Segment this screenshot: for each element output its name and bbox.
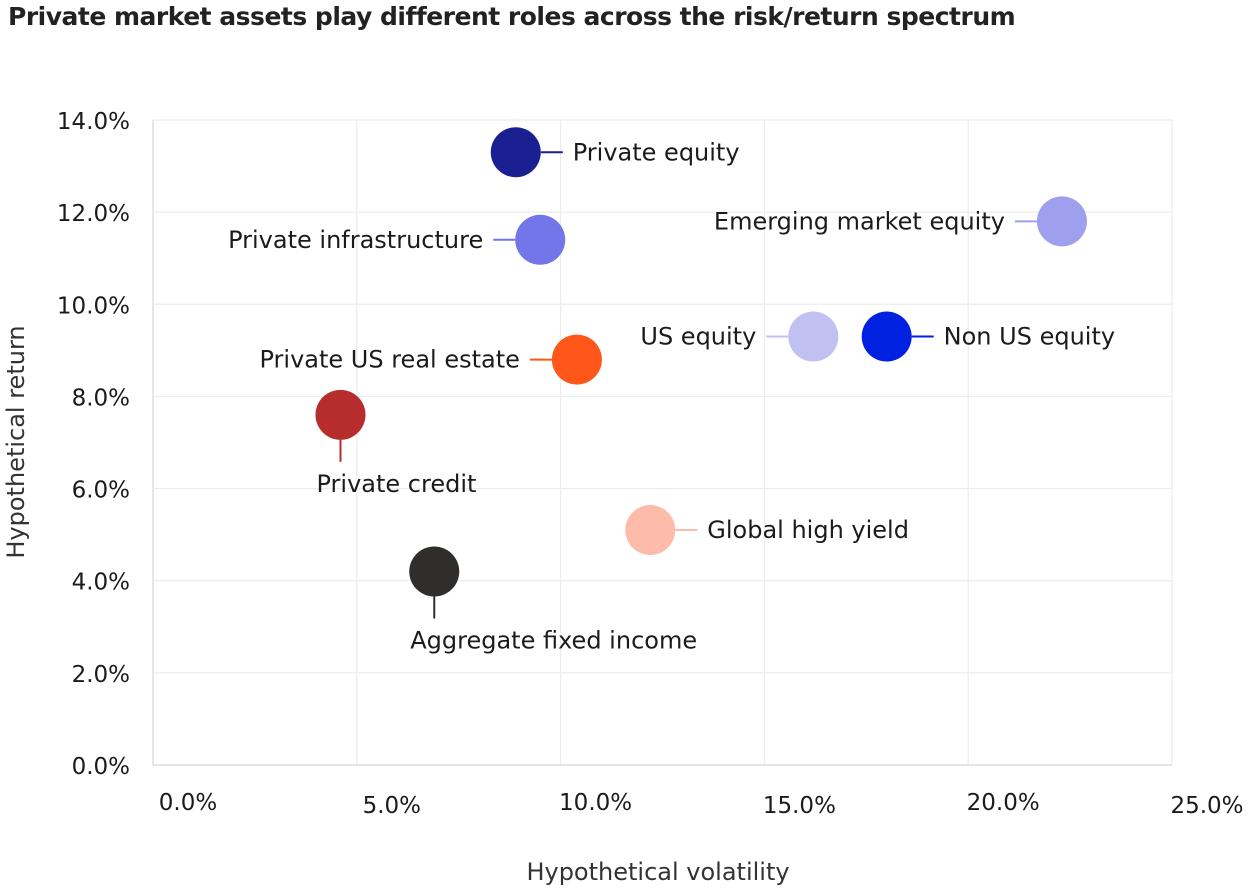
point-label: Non US equity xyxy=(944,323,1115,351)
y-tick-label: 10.0% xyxy=(57,293,130,319)
x-tick-label: 0.0% xyxy=(159,790,217,816)
x-axis-title: Hypothetical volatility xyxy=(526,858,789,886)
y-tick-label: 8.0% xyxy=(72,385,130,411)
y-tick-label: 4.0% xyxy=(72,570,130,596)
point-label: Private equity xyxy=(573,138,740,166)
data-point xyxy=(315,389,366,440)
x-tick-label: 10.0% xyxy=(559,790,632,816)
y-tick-label: 12.0% xyxy=(57,201,130,227)
x-tick-label: 15.0% xyxy=(763,793,836,819)
y-tick-label: 14.0% xyxy=(57,109,130,135)
chart-title: Private market assets play different rol… xyxy=(8,2,1016,31)
x-tick-label: 25.0% xyxy=(1170,793,1243,819)
point-label: Aggregate fixed income xyxy=(410,627,697,655)
point-label: Private US real estate xyxy=(259,346,519,374)
data-point xyxy=(861,311,912,362)
point-label: US equity xyxy=(640,323,756,351)
y-axis-title: Hypothetical return xyxy=(2,325,30,558)
data-point xyxy=(625,505,676,556)
tick-labels: 0.0% 5.0% 10.0% 15.0% 20.0% 25.0% 0.0% 2.0% 4.0%… xyxy=(57,109,1244,819)
point-label: Private credit xyxy=(316,470,476,498)
y-tick-label: 2.0% xyxy=(72,662,130,688)
y-tick-label: 6.0% xyxy=(72,478,130,504)
point-label: Private infrastructure xyxy=(228,226,483,254)
data-point xyxy=(490,127,541,178)
data-point xyxy=(409,546,460,597)
data-point xyxy=(1036,196,1087,247)
gridlines xyxy=(152,119,1173,766)
y-tick-label: 0.0% xyxy=(72,754,130,780)
data-point xyxy=(515,214,566,265)
point-label: Emerging market equity xyxy=(714,207,1005,235)
data-points: Private equity Private infrastructure Emer… xyxy=(228,127,1115,655)
point-label: Global high yield xyxy=(707,516,909,544)
x-tick-label: 5.0% xyxy=(363,793,421,819)
x-tick-label: 20.0% xyxy=(967,790,1040,816)
data-point xyxy=(788,311,839,362)
data-point xyxy=(551,334,602,385)
